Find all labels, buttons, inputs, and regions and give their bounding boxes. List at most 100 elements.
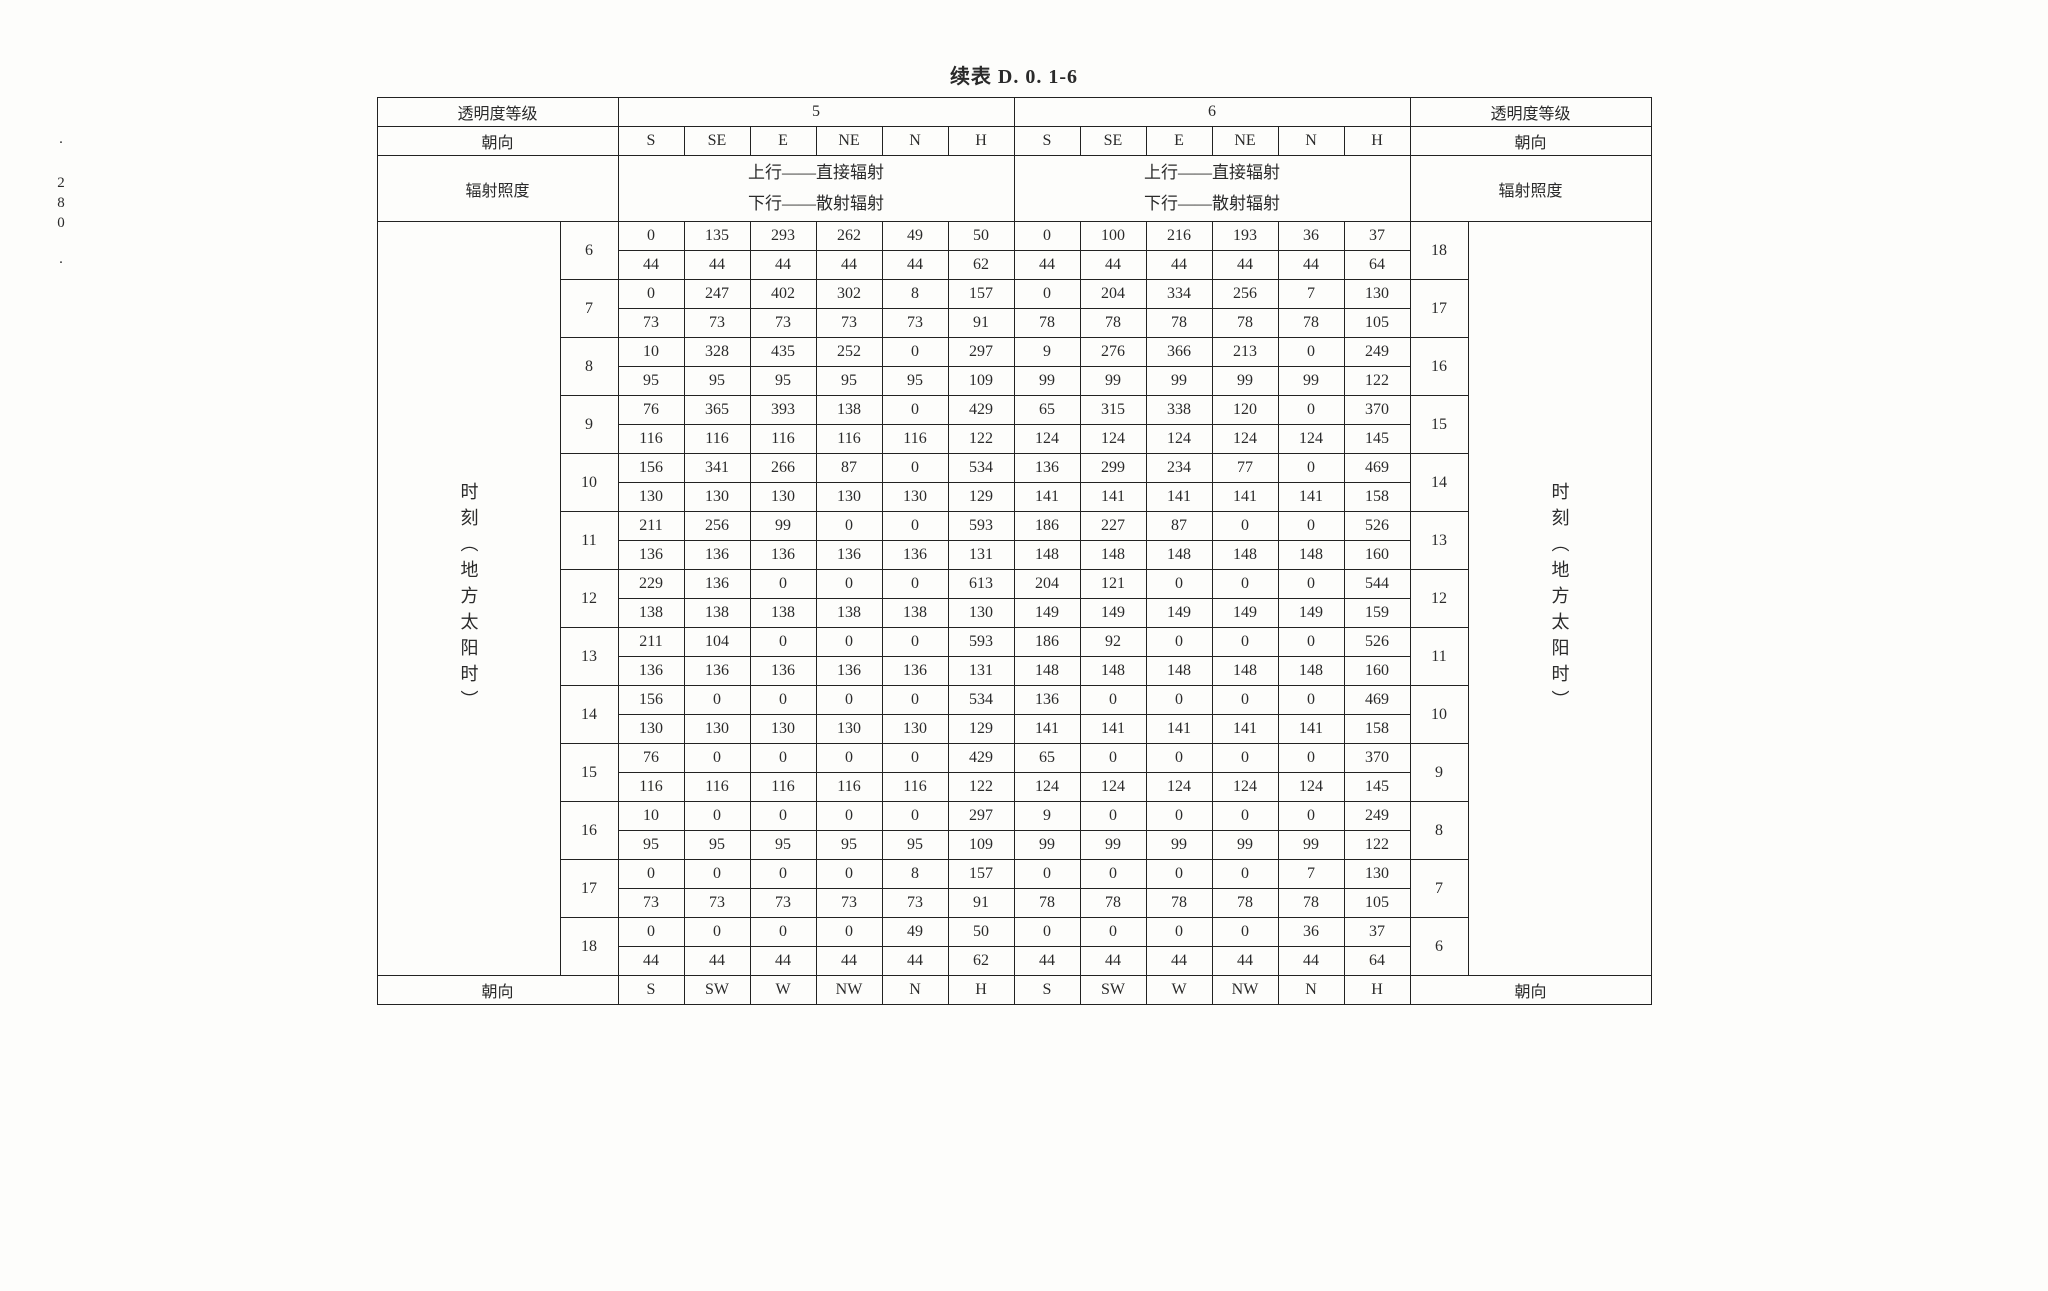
cell: 148 <box>1080 541 1146 570</box>
orientation-bottom: S <box>1014 976 1080 1005</box>
cell: 130 <box>882 715 948 744</box>
cell: 148 <box>1014 657 1080 686</box>
hour-right: 9 <box>1410 744 1468 802</box>
cell: 78 <box>1080 309 1146 338</box>
cell: 105 <box>1344 309 1410 338</box>
cell: 0 <box>1212 744 1278 773</box>
cell: 136 <box>816 541 882 570</box>
cell: 0 <box>750 802 816 831</box>
cell: 73 <box>882 309 948 338</box>
cell: 95 <box>750 367 816 396</box>
cell: 0 <box>750 918 816 947</box>
cell: 73 <box>618 889 684 918</box>
cell: 78 <box>1278 309 1344 338</box>
hour-right: 6 <box>1410 918 1468 976</box>
hour-left: 13 <box>560 628 618 686</box>
cell: 62 <box>948 251 1014 280</box>
cell: 99 <box>1212 367 1278 396</box>
cell: 534 <box>948 454 1014 483</box>
hour-right: 16 <box>1410 338 1468 396</box>
cell: 78 <box>1080 889 1146 918</box>
cell: 136 <box>816 657 882 686</box>
cell: 124 <box>1212 773 1278 802</box>
hour-left: 9 <box>560 396 618 454</box>
cell: 469 <box>1344 454 1410 483</box>
cell: 95 <box>618 831 684 860</box>
irradiance-table: 透明度等级56透明度等级朝向SSEENENHSSEENENH朝向辐射照度上行——… <box>377 97 1652 1005</box>
cell: 138 <box>750 599 816 628</box>
hour-right: 13 <box>1410 512 1468 570</box>
cell: 49 <box>882 918 948 947</box>
cell: 256 <box>684 512 750 541</box>
cell: 116 <box>882 425 948 454</box>
cell: 78 <box>1014 309 1080 338</box>
orientation-top: H <box>948 127 1014 156</box>
cell: 99 <box>1278 367 1344 396</box>
cell: 0 <box>1146 860 1212 889</box>
cell: 44 <box>882 947 948 976</box>
cell: 0 <box>1080 918 1146 947</box>
cell: 130 <box>684 483 750 512</box>
cell: 78 <box>1146 889 1212 918</box>
cell: 0 <box>618 860 684 889</box>
cell: 156 <box>618 454 684 483</box>
hour-left: 18 <box>560 918 618 976</box>
hour-right: 11 <box>1410 628 1468 686</box>
hour-left: 16 <box>560 802 618 860</box>
cell: 62 <box>948 947 1014 976</box>
orientation-top: N <box>882 127 948 156</box>
cell: 73 <box>882 889 948 918</box>
cell: 0 <box>882 338 948 367</box>
orientation-top: S <box>1014 127 1080 156</box>
orientation-bottom: N <box>882 976 948 1005</box>
cell: 95 <box>684 831 750 860</box>
orientation-top: E <box>750 127 816 156</box>
cell: 393 <box>750 396 816 425</box>
cell: 370 <box>1344 744 1410 773</box>
cell: 121 <box>1080 570 1146 599</box>
cell: 247 <box>684 280 750 309</box>
cell: 131 <box>948 541 1014 570</box>
cell: 7 <box>1278 280 1344 309</box>
header-irradiance-left: 辐射照度 <box>377 156 618 222</box>
cell: 124 <box>1146 773 1212 802</box>
cell: 10 <box>618 338 684 367</box>
cell: 315 <box>1080 396 1146 425</box>
cell: 402 <box>750 280 816 309</box>
header-group-5: 5 <box>618 98 1014 127</box>
cell: 136 <box>618 657 684 686</box>
cell: 109 <box>948 367 1014 396</box>
cell: 44 <box>1080 251 1146 280</box>
cell: 7 <box>1278 860 1344 889</box>
cell: 0 <box>816 802 882 831</box>
hour-left: 6 <box>560 222 618 280</box>
cell: 0 <box>882 512 948 541</box>
cell: 0 <box>882 396 948 425</box>
cell: 0 <box>1080 860 1146 889</box>
cell: 0 <box>882 628 948 657</box>
cell: 252 <box>816 338 882 367</box>
cell: 130 <box>750 483 816 512</box>
cell: 204 <box>1014 570 1080 599</box>
cell: 211 <box>618 512 684 541</box>
hour-left: 8 <box>560 338 618 396</box>
table-title: 续表 D. 0. 1-6 <box>60 60 1968 89</box>
cell: 36 <box>1278 918 1344 947</box>
cell: 50 <box>948 918 1014 947</box>
cell: 0 <box>816 686 882 715</box>
orientation-top: SE <box>684 127 750 156</box>
hour-left: 12 <box>560 570 618 628</box>
cell: 0 <box>882 686 948 715</box>
cell: 116 <box>618 773 684 802</box>
cell: 149 <box>1014 599 1080 628</box>
hour-right: 8 <box>1410 802 1468 860</box>
orientation-top: NE <box>1212 127 1278 156</box>
cell: 44 <box>618 251 684 280</box>
cell: 99 <box>1014 831 1080 860</box>
cell: 76 <box>618 396 684 425</box>
cell: 0 <box>1278 628 1344 657</box>
cell: 186 <box>1014 628 1080 657</box>
cell: 91 <box>948 309 1014 338</box>
cell: 149 <box>1278 599 1344 628</box>
cell: 109 <box>948 831 1014 860</box>
